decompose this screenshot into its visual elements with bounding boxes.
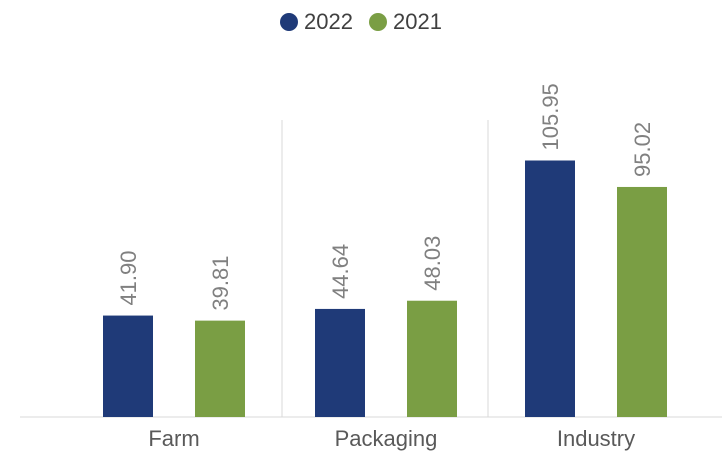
- legend-swatch-2022: [280, 13, 299, 31]
- value-label-2022-industry: 105.95: [538, 83, 563, 150]
- legend-label-2021: 2021: [393, 9, 442, 34]
- value-label-2021-packaging: 48.03: [420, 236, 445, 291]
- bar-2022-industry: [525, 160, 575, 417]
- bar-2021-farm: [195, 320, 245, 417]
- bar-2021-industry: [617, 186, 667, 417]
- value-label-2021-industry: 95.02: [630, 122, 655, 177]
- value-label-2021-farm: 39.81: [208, 256, 233, 311]
- chart-legend: 2022 2021: [0, 9, 722, 35]
- legend-item-2021: 2021: [369, 9, 442, 35]
- bar-2022-packaging: [315, 308, 365, 417]
- legend-label-2022: 2022: [304, 9, 353, 34]
- bar-2022-farm: [103, 315, 153, 417]
- category-label-industry: Industry: [557, 426, 635, 451]
- bar-2021-packaging: [407, 300, 457, 417]
- legend-item-2022: 2022: [280, 9, 353, 35]
- category-label-packaging: Packaging: [335, 426, 438, 451]
- value-label-2022-packaging: 44.64: [328, 244, 353, 299]
- value-label-2022-farm: 41.90: [116, 250, 141, 305]
- category-label-farm: Farm: [148, 426, 199, 451]
- legend-swatch-2021: [369, 13, 387, 31]
